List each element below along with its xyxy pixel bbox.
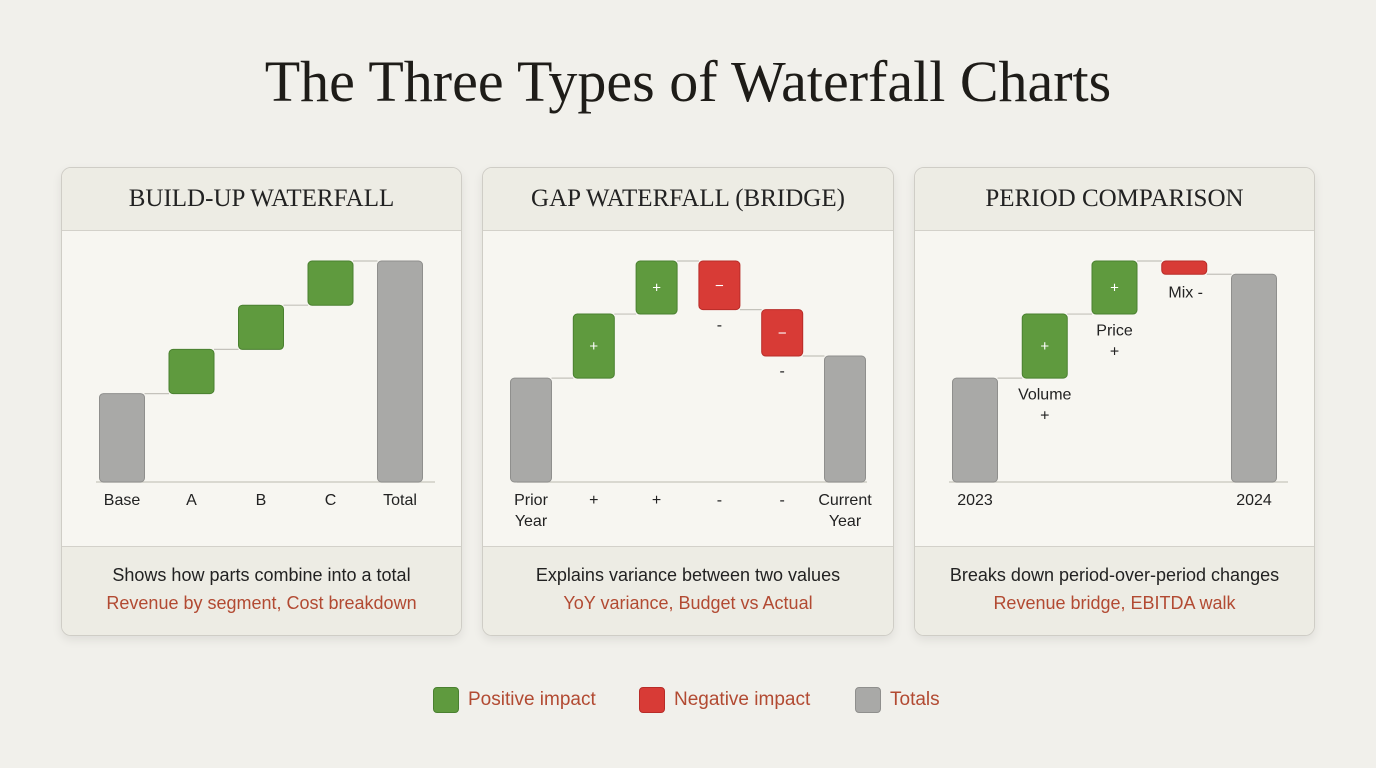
legend-label: Totals <box>890 689 940 710</box>
legend-swatch <box>433 687 459 713</box>
panel-footer: Breaks down period-over-period changes Re… <box>915 546 1314 635</box>
panel-footer: Shows how parts combine into a total Reve… <box>62 546 461 635</box>
panel: BUILD-UP WATERFALL Shows how parts combi… <box>61 167 462 636</box>
x-tick-label: - <box>779 492 785 509</box>
description: Breaks down period-over-period changes <box>949 565 1280 585</box>
examples: YoY variance, Budget vs Actual <box>563 593 813 613</box>
x-tick-label: A <box>186 492 197 509</box>
x-tick-label: B <box>255 492 267 509</box>
x-tick-label: Base <box>103 492 141 509</box>
panel-footer: Explains variance between two values YoY … <box>483 546 893 635</box>
x-tick-label: Prior Year <box>514 492 548 530</box>
x-tick-label: + <box>651 492 662 509</box>
description: Explains variance between two values <box>535 565 841 585</box>
panel-title: BUILD-UP WATERFALL <box>62 168 461 231</box>
legend-swatch <box>855 687 881 713</box>
x-tick-label: - <box>716 492 723 509</box>
panel-title: PERIOD COMPARISON <box>915 168 1314 231</box>
panel: PERIOD COMPARISON Breaks down period-ove… <box>914 167 1315 636</box>
x-tick-label: Total <box>383 492 417 509</box>
x-tick-label: + <box>589 492 599 509</box>
panel-title: GAP WATERFALL (BRIDGE) <box>483 168 893 231</box>
page-title: The Three Types of Waterfall Charts <box>264 49 1112 114</box>
examples: Revenue by segment, Cost breakdown <box>106 593 417 613</box>
x-tick-label: C <box>324 492 337 509</box>
x-tick-label: 2023 <box>957 492 993 509</box>
x-tick-label: 2024 <box>1236 492 1272 509</box>
examples: Revenue bridge, EBITDA walk <box>993 593 1236 613</box>
legend-swatch <box>639 687 665 713</box>
x-tick-label: Current Year <box>818 492 872 530</box>
panel: GAP WATERFALL (BRIDGE) Explains variance… <box>482 167 894 636</box>
description: Shows how parts combine into a total <box>112 565 411 585</box>
legend-label: Positive impact <box>468 689 596 710</box>
legend-label: Negative impact <box>674 689 811 710</box>
